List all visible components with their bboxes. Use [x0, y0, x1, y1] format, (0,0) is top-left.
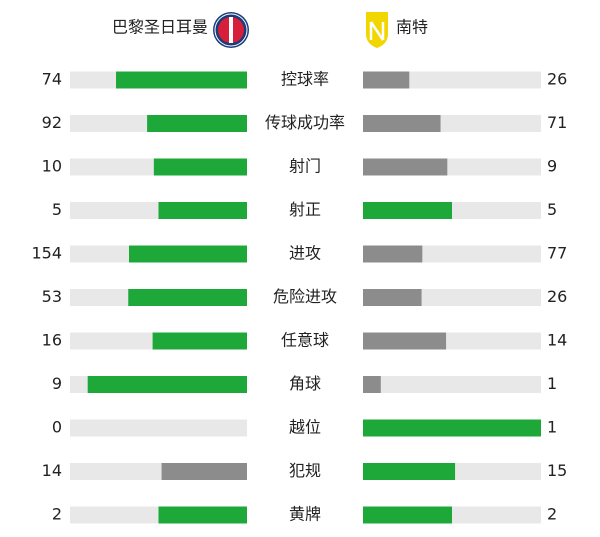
home-value: 53: [42, 287, 62, 306]
home-track: [70, 419, 247, 437]
away-bar: [363, 289, 422, 306]
home-team: 巴黎圣日耳曼: [112, 18, 208, 37]
stat-label: 角球: [289, 374, 321, 393]
stat-label: 黄牌: [289, 505, 321, 524]
away-bar: [363, 463, 456, 480]
home-value: 0: [52, 418, 62, 437]
home-bar: [116, 71, 248, 89]
home-value: 5: [52, 200, 62, 219]
home-bar: [129, 245, 247, 263]
home-value: 2: [52, 505, 62, 524]
home-logo: [213, 12, 249, 48]
away-bar: [363, 506, 452, 524]
away-value: 1: [547, 374, 557, 393]
home-value: 10: [42, 157, 62, 176]
away-team: 南特: [396, 18, 428, 37]
away-value: 26: [547, 70, 567, 89]
home-value: 74: [42, 70, 62, 89]
stat-label: 控球率: [281, 70, 329, 89]
stat-label: 危险进攻: [273, 287, 337, 306]
home-bar: [147, 115, 247, 132]
home-bar: [128, 289, 247, 306]
home-value: 92: [42, 113, 62, 132]
away-value: 1: [547, 418, 557, 437]
away-bar: [363, 158, 448, 176]
away-value: 2: [547, 505, 557, 524]
away-logo: [366, 12, 388, 48]
away-bar: [363, 71, 410, 89]
home-bar: [87, 376, 247, 393]
home-value: 154: [31, 244, 62, 263]
away-bar: [363, 245, 423, 263]
stat-label: 进攻: [289, 244, 321, 263]
stat-label: 任意球: [281, 331, 329, 350]
stat-label: 传球成功率: [265, 113, 345, 132]
home-bar: [152, 332, 247, 350]
home-value: 16: [42, 331, 62, 350]
home-value: 14: [42, 461, 62, 480]
stat-label: 射门: [289, 157, 321, 176]
away-value: 9: [547, 157, 557, 176]
away-value: 5: [547, 200, 557, 219]
away-bar: [363, 202, 452, 219]
home-bar: [153, 158, 247, 176]
home-bar: [158, 202, 247, 219]
away-track: [363, 376, 541, 393]
home-bar: [158, 506, 247, 524]
home-value: 9: [52, 374, 62, 393]
away-value: 14: [547, 331, 567, 350]
home-bar: [161, 463, 247, 480]
away-bar: [363, 332, 447, 350]
stat-label: 射正: [289, 200, 321, 219]
away-value: 71: [547, 113, 567, 132]
away-value: 77: [547, 244, 567, 263]
stat-label: 越位: [289, 418, 321, 437]
away-value: 26: [547, 287, 567, 306]
away-bar: [363, 376, 381, 393]
away-bar: [363, 419, 541, 437]
stat-label: 犯规: [289, 461, 321, 480]
away-value: 15: [547, 461, 567, 480]
away-bar: [363, 115, 441, 132]
